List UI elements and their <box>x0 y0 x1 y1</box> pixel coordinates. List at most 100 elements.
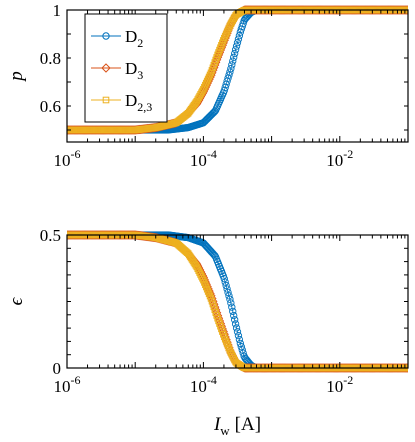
series-line <box>67 234 408 369</box>
data-point <box>234 332 243 340</box>
data-point <box>204 75 212 83</box>
data-point <box>231 46 240 54</box>
data-point <box>227 65 235 73</box>
data-point <box>233 39 242 47</box>
data-point <box>223 340 231 347</box>
y-tick-label: 0.5 <box>40 226 61 245</box>
data-point <box>203 286 211 293</box>
series-line <box>67 234 408 369</box>
legend-label: D2 <box>125 27 143 50</box>
legend-entry: D2,3 <box>91 91 152 114</box>
x-tick-exponent: -6 <box>71 373 81 387</box>
x-ticks <box>66 10 406 142</box>
legend-label: D2,3 <box>125 91 152 114</box>
data-point <box>229 307 237 316</box>
data-point <box>202 281 209 289</box>
data-point <box>224 26 232 34</box>
axes-frame <box>66 9 409 143</box>
data-point <box>224 288 232 297</box>
data-point <box>204 288 212 295</box>
data-point <box>236 339 244 348</box>
legend-entry: D3 <box>91 59 143 82</box>
data-point <box>221 32 229 40</box>
legend-label-base: D <box>125 59 137 78</box>
data-point <box>201 83 208 91</box>
data-point <box>214 316 225 326</box>
data-point <box>220 34 228 42</box>
series-D3 <box>67 230 408 373</box>
x-tick-exponent: -2 <box>343 373 353 387</box>
plot-area-bottom <box>67 230 408 373</box>
x-tick-exponent: -4 <box>207 373 217 387</box>
data-point <box>222 338 230 345</box>
data-point <box>230 311 238 320</box>
data-point <box>226 68 234 76</box>
data-point <box>229 57 237 65</box>
data-point <box>200 276 207 284</box>
x-tick-label: 10-6 <box>54 147 81 170</box>
data-point <box>222 30 230 38</box>
series-D2 <box>67 231 408 372</box>
legend-marker <box>101 63 111 73</box>
x-tick-label: 10-6 <box>54 373 81 396</box>
data-point <box>200 85 207 93</box>
x-ticks <box>66 235 406 368</box>
data-point <box>205 290 213 298</box>
x-axis-unit: [A] <box>235 414 261 435</box>
x-tick-label: 10-2 <box>326 373 353 396</box>
x-tick-base: 10 <box>326 151 343 170</box>
legend-label-subscript: 3 <box>137 68 143 82</box>
data-point <box>215 318 226 329</box>
data-point <box>235 32 244 40</box>
x-axis-subscript: w <box>220 423 230 438</box>
x-tick-base: 10 <box>54 377 71 396</box>
data-point <box>213 313 224 323</box>
data-point <box>231 320 240 328</box>
x-tick-base: 10 <box>326 377 343 396</box>
data-point <box>217 324 227 334</box>
data-point <box>202 283 210 291</box>
legend-label-subscript: 2 <box>137 36 143 50</box>
series-line <box>67 234 408 369</box>
y-tick-label: 0.8 <box>40 49 61 68</box>
x-tick-exponent: -6 <box>71 147 81 161</box>
data-point <box>228 61 236 69</box>
data-point <box>230 53 238 61</box>
data-point <box>223 28 231 36</box>
data-point <box>221 335 229 343</box>
y-tick-label: 0 <box>53 359 62 378</box>
data-point <box>220 333 228 341</box>
legend-label-base: D <box>125 27 137 46</box>
data-point <box>238 346 246 354</box>
data-point <box>228 303 236 311</box>
legend-entry: D2 <box>91 27 143 50</box>
data-point <box>206 292 214 300</box>
data-point <box>198 273 205 280</box>
y-tick-label: 1 <box>53 1 62 20</box>
data-point <box>216 321 227 331</box>
legend-marker <box>102 32 110 40</box>
y-ticks <box>67 234 408 369</box>
data-point <box>234 35 243 43</box>
data-point <box>199 275 206 282</box>
axes-frame <box>66 234 409 369</box>
data-point <box>235 335 244 344</box>
data-point <box>239 349 247 357</box>
x-tick-label: 10-2 <box>326 147 353 170</box>
y-tick-label: 0.6 <box>40 97 61 116</box>
data-point <box>202 81 209 89</box>
series-D23 <box>67 231 408 372</box>
legend-label-subscript: 2,3 <box>137 100 152 114</box>
data-point <box>225 345 233 352</box>
data-point <box>202 79 210 87</box>
data-point <box>212 310 223 321</box>
data-point <box>220 275 228 283</box>
x-axis-symbol: I <box>213 414 222 435</box>
x-tick-exponent: -2 <box>343 147 353 161</box>
x-tick-base: 10 <box>190 151 207 170</box>
data-point <box>226 295 234 303</box>
data-point <box>237 343 245 351</box>
